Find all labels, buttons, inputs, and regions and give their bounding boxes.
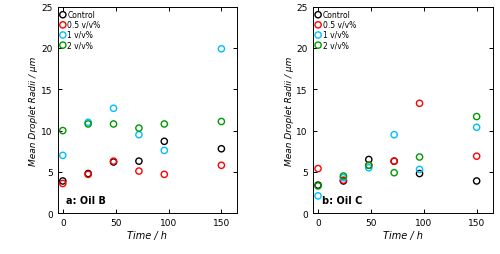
Y-axis label: Mean Droplet Radii / μm: Mean Droplet Radii / μm [284, 56, 294, 165]
1 v/v% [84, 121, 92, 125]
2 v/v% [365, 164, 373, 168]
Control [59, 179, 67, 183]
2 v/v% [160, 122, 168, 126]
Y-axis label: Mean Droplet Radii / μm: Mean Droplet Radii / μm [30, 56, 38, 165]
Control [110, 160, 118, 164]
X-axis label: Time / h: Time / h [382, 230, 422, 240]
1 v/v% [59, 154, 67, 158]
2 v/v% [110, 122, 118, 126]
2 v/v% [135, 126, 143, 131]
0.5 v/v% [365, 164, 373, 168]
Control [472, 179, 480, 183]
Control [365, 158, 373, 162]
0.5 v/v% [110, 160, 118, 164]
0.5 v/v% [84, 173, 92, 177]
2 v/v% [416, 155, 424, 160]
1 v/v% [340, 176, 347, 180]
Control [218, 147, 226, 151]
2 v/v% [340, 174, 347, 178]
Control [84, 172, 92, 176]
Control [340, 179, 347, 183]
1 v/v% [472, 126, 480, 130]
1 v/v% [390, 133, 398, 137]
Legend: Control, 0.5 v/v%, 1 v/v%, 2 v/v%: Control, 0.5 v/v%, 1 v/v%, 2 v/v% [315, 10, 356, 51]
Control [314, 183, 322, 187]
1 v/v% [135, 133, 143, 137]
Control [390, 160, 398, 164]
2 v/v% [314, 184, 322, 188]
Text: a: Oil B: a: Oil B [66, 195, 106, 205]
0.5 v/v% [160, 173, 168, 177]
1 v/v% [160, 149, 168, 153]
2 v/v% [84, 122, 92, 126]
2 v/v% [472, 115, 480, 119]
0.5 v/v% [135, 169, 143, 173]
1 v/v% [416, 168, 424, 172]
2 v/v% [390, 171, 398, 175]
0.5 v/v% [472, 154, 480, 158]
0.5 v/v% [218, 164, 226, 168]
X-axis label: Time / h: Time / h [128, 230, 168, 240]
Legend: Control, 0.5 v/v%, 1 v/v%, 2 v/v%: Control, 0.5 v/v%, 1 v/v%, 2 v/v% [60, 10, 102, 51]
0.5 v/v% [59, 182, 67, 186]
0.5 v/v% [314, 167, 322, 171]
Control [416, 172, 424, 176]
Control [135, 160, 143, 164]
Text: b: Oil C: b: Oil C [322, 195, 362, 205]
0.5 v/v% [340, 178, 347, 182]
0.5 v/v% [390, 160, 398, 164]
2 v/v% [218, 120, 226, 124]
1 v/v% [110, 107, 118, 111]
2 v/v% [59, 129, 67, 133]
1 v/v% [365, 166, 373, 170]
0.5 v/v% [416, 102, 424, 106]
1 v/v% [314, 194, 322, 198]
Control [160, 140, 168, 144]
1 v/v% [218, 47, 226, 52]
